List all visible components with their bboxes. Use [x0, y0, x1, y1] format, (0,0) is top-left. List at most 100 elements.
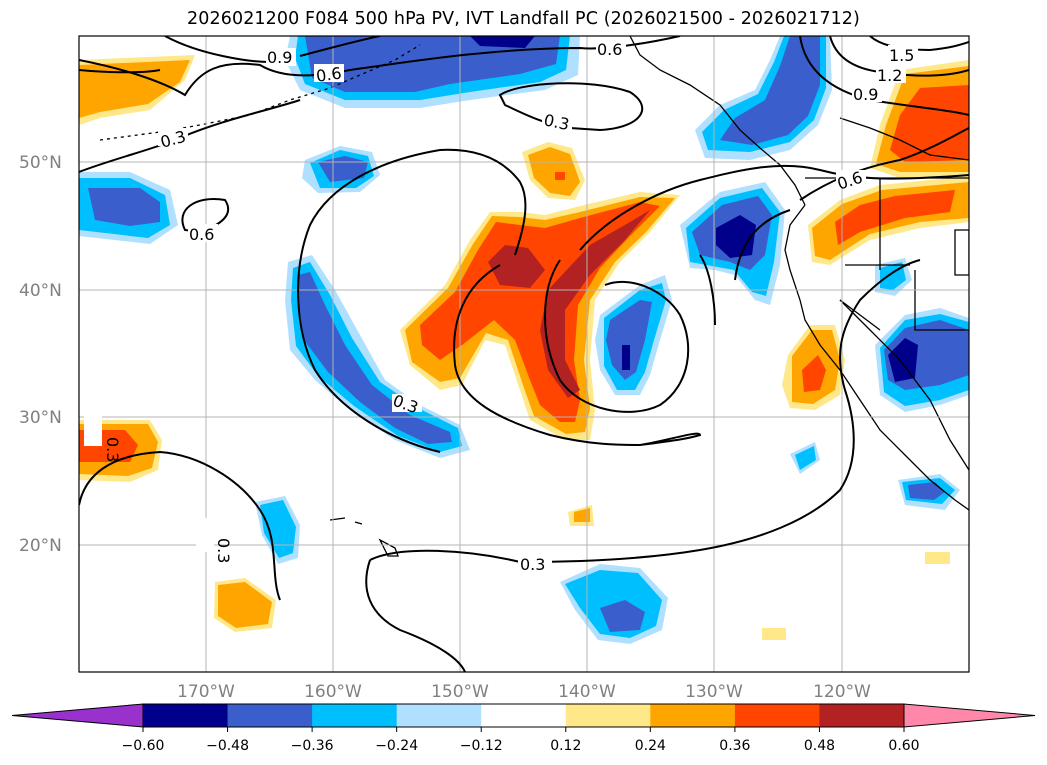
- negative-anomaly-east-inner: [606, 300, 652, 380]
- lat-label-30n: 30°N: [19, 408, 62, 428]
- contour-label: 0.3: [520, 555, 545, 574]
- colorbar-segment: [227, 704, 313, 727]
- contour-label-bg: [84, 414, 102, 446]
- map-title: 2026021200 F084 500 hPa PV, IVT Landfall…: [187, 9, 860, 29]
- colorbar-tick-label: 0.48: [804, 738, 835, 754]
- contour-label-bg: [852, 84, 882, 102]
- canada-borders: [839, 117, 969, 161]
- colorbar-segment: [312, 704, 398, 727]
- colorbar-tick-label: 0.24: [635, 738, 666, 754]
- lon-label-120w: 120°W: [813, 682, 871, 702]
- lon-label-140w: 140°W: [558, 682, 616, 702]
- negative-anomaly-band-inner: [298, 272, 452, 444]
- contour-label-bg: [188, 224, 218, 242]
- colorbar-extend-high: [903, 703, 1036, 728]
- contour-label: 0.3: [103, 437, 122, 462]
- pv-contour-0.6-coast: [799, 127, 969, 201]
- contour-label: 0.9: [267, 48, 292, 67]
- contour-label-bg: [888, 45, 918, 63]
- contour-label: 0.3: [542, 110, 571, 134]
- negative-anomaly-west-inner: [88, 188, 160, 226]
- contour-label: 1.2: [877, 66, 902, 85]
- contour-label-bg: [518, 556, 552, 574]
- positive-anomaly-165w-core: [218, 582, 272, 628]
- colorbar-tick-label: 0.12: [550, 738, 581, 754]
- colorbar-segment: [396, 704, 482, 727]
- negative-anomaly-top-max: [470, 36, 535, 48]
- contour-label: 0.6: [189, 225, 214, 244]
- negative-anomaly-130w-max: [716, 215, 756, 258]
- colorbar-tick-label: −0.60: [122, 738, 165, 754]
- contour-label: 0.9: [853, 85, 878, 104]
- lon-label-170w: 170°W: [177, 682, 235, 702]
- negative-anomaly-small-1-core: [795, 446, 816, 470]
- lon-label-150w: 150°W: [431, 682, 489, 702]
- contour-label-bg: [542, 112, 572, 130]
- contour-label-bg: [266, 48, 296, 66]
- positive-anomaly-central-max: [488, 210, 650, 398]
- negative-anomaly-se-max: [888, 338, 918, 382]
- pv-contour-0.3-south: [369, 259, 921, 564]
- coastlines: [99, 36, 969, 557]
- pv-contour-0.6-west: [79, 69, 161, 74]
- negative-anomaly-band-core: [291, 262, 462, 452]
- pv-contour-0.9-top: [164, 36, 381, 63]
- lon-label-160w: 160°W: [304, 682, 362, 702]
- positive-anomaly-140w-core: [528, 147, 580, 196]
- positive-anomaly-ne-inner: [890, 85, 969, 162]
- positive-anomaly-small-3: [925, 552, 950, 564]
- positive-anomaly-nw-core: [79, 60, 190, 118]
- pv-contour-1.5-ne: [869, 36, 969, 52]
- positive-anomaly-125w-inner: [802, 355, 826, 392]
- pv-contour-0.6-main: [579, 164, 969, 251]
- colorbar-tick-label: −0.24: [375, 738, 418, 754]
- contour-labels: 0.9 0.6 0.6 0.3 0.3 0.3 0.6 0.6 0.9 1.2 …: [84, 40, 918, 574]
- coastline-west-us: [784, 204, 969, 511]
- pv-contour-0.3-spiral-outer: [453, 264, 702, 447]
- contour-label: 0.3: [214, 538, 233, 563]
- colorbar-tick-label: −0.36: [291, 738, 334, 754]
- positive-anomaly-coast-inner: [835, 190, 955, 245]
- latitude-labels: 50°N 40°N 30°N 20°N: [19, 153, 62, 556]
- pv-contour-0.6-spiral: [544, 259, 690, 413]
- lon-label-130w: 130°W: [685, 682, 743, 702]
- map-frame: [78, 35, 970, 673]
- negative-anomaly-165w-core: [260, 500, 296, 558]
- colorbar-segment: [143, 704, 229, 727]
- negative-anomaly-east-max: [622, 345, 630, 370]
- contour-label-bg: [836, 170, 866, 188]
- colorbar-segment: [565, 704, 651, 727]
- negative-anomaly-small-2-inner: [908, 482, 945, 500]
- colorbar-segment: [734, 704, 820, 727]
- colorbar-segment: [481, 704, 567, 727]
- pv-contour-0.3-closed: [498, 82, 644, 132]
- contour-label-bg: [314, 64, 344, 82]
- colorbar: −0.60 −0.48 −0.36 −0.24 −0.12 0.12 0.24 0.36 0.4…: [11, 703, 1036, 754]
- contour-label-bg: [158, 128, 188, 146]
- gridlines: [79, 36, 969, 672]
- pv-contour-0.6-east: [699, 209, 791, 326]
- colorbar-tick-label: 0.36: [719, 738, 750, 754]
- pv-contour-0.3-big: [79, 450, 281, 601]
- positive-anomaly-140w-max: [555, 172, 565, 180]
- negative-anomaly-ne-inner: [720, 36, 820, 145]
- negative-anomaly-138w-inner: [600, 600, 645, 632]
- pv-contours: [79, 36, 969, 672]
- positive-anomaly-small-1-core: [574, 508, 590, 522]
- pv-contour-0.3-loop: [297, 148, 527, 453]
- contour-label: 1.5: [889, 46, 914, 65]
- colorbar-tick-label: −0.48: [206, 738, 249, 754]
- positive-anomaly-small-2: [762, 628, 786, 640]
- lat-label-20n: 20°N: [19, 536, 62, 556]
- lat-label-50n: 50°N: [19, 153, 62, 173]
- colorbar-segment: [650, 704, 736, 727]
- contour-label-bg: [596, 40, 626, 58]
- coastline-alaska: [629, 36, 806, 206]
- colorbar-ticks: −0.60 −0.48 −0.36 −0.24 −0.12 0.12 0.24 0.36 0.4…: [122, 727, 920, 754]
- lat-label-40n: 40°N: [19, 281, 62, 301]
- colorbar-tick-label: −0.12: [460, 738, 503, 754]
- contour-label-bg: [196, 518, 214, 552]
- colorbar-segment: [819, 704, 905, 727]
- negative-anomaly-top-inner: [305, 36, 560, 92]
